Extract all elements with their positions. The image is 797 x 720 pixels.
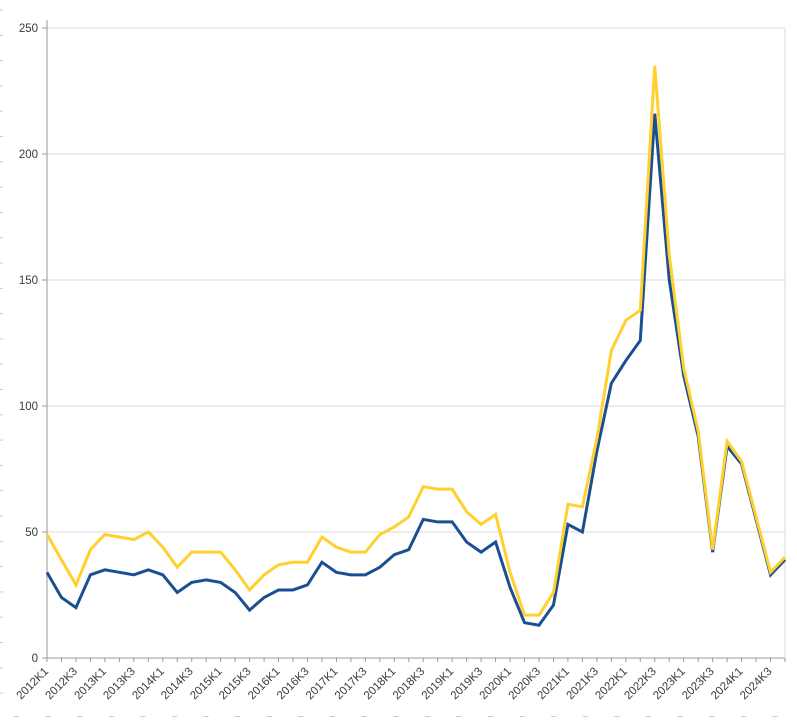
y-axis-label: 0 [32,653,38,665]
y-axis-label: 200 [19,149,38,161]
y-axis-label: 150 [19,275,38,287]
series-yellow-line [45,65,787,617]
y-axis-label: 50 [25,527,38,539]
y-axis-label: 250 [19,23,38,35]
x-axis-label: 2024K3 [738,666,775,703]
series-blue-line [45,113,787,627]
y-axis-label: 100 [19,401,38,413]
